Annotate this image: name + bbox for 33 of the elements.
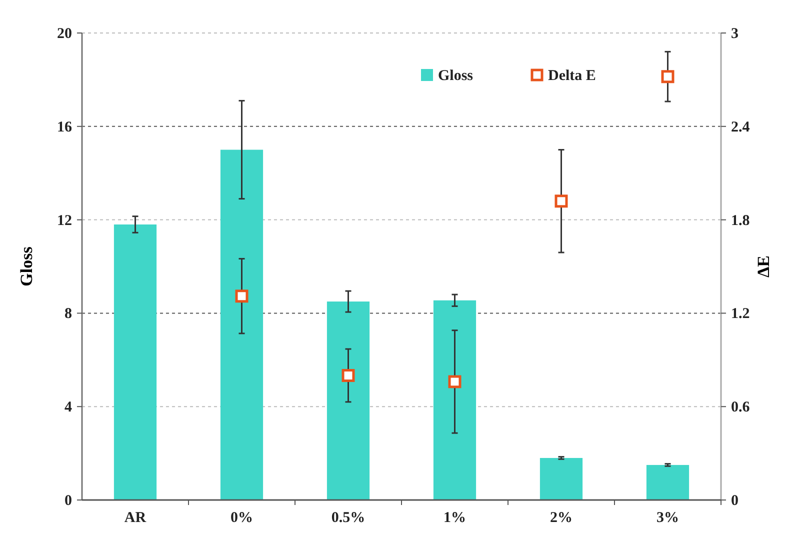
x-tick-label: 0.5% bbox=[331, 510, 366, 526]
y2-tick-label: 2.4 bbox=[731, 119, 750, 136]
legend-label: Gloss bbox=[438, 68, 474, 84]
point bbox=[448, 375, 462, 388]
bar bbox=[646, 464, 690, 500]
bar bbox=[540, 458, 583, 500]
point bbox=[661, 70, 674, 84]
y2-tick-label: 1.2 bbox=[731, 306, 750, 322]
bar bbox=[326, 302, 370, 500]
y-axis-title: Gloss bbox=[17, 246, 36, 286]
y2-tick-label: 3 bbox=[731, 26, 738, 42]
y-tick-label: 20 bbox=[57, 26, 72, 42]
y2-axis-title: ΔE bbox=[754, 256, 773, 278]
x-tick-label: 3% bbox=[656, 510, 679, 526]
point bbox=[342, 368, 355, 382]
legend-label: Delta E bbox=[548, 68, 596, 84]
bar bbox=[433, 300, 476, 500]
point bbox=[554, 194, 568, 208]
y-tick-label: 0 bbox=[64, 493, 72, 509]
y-tick-label: 12 bbox=[57, 212, 72, 229]
y2-tick-label: 1.8 bbox=[731, 212, 750, 229]
x-tick-label: 1% bbox=[444, 510, 466, 526]
y2-tick-label: 0.6 bbox=[731, 400, 750, 416]
y-tick-label: 16 bbox=[57, 119, 72, 136]
bar bbox=[114, 224, 157, 500]
y-tick-label: 4 bbox=[64, 400, 72, 416]
point bbox=[235, 290, 248, 303]
x-tick-label: 0% bbox=[230, 510, 253, 526]
y2-tick-label: 0 bbox=[731, 493, 738, 509]
y-tick-label: 8 bbox=[64, 306, 72, 322]
bar bbox=[220, 150, 264, 500]
x-tick-label: AR bbox=[124, 510, 146, 526]
x-tick-label: 2% bbox=[550, 510, 572, 526]
